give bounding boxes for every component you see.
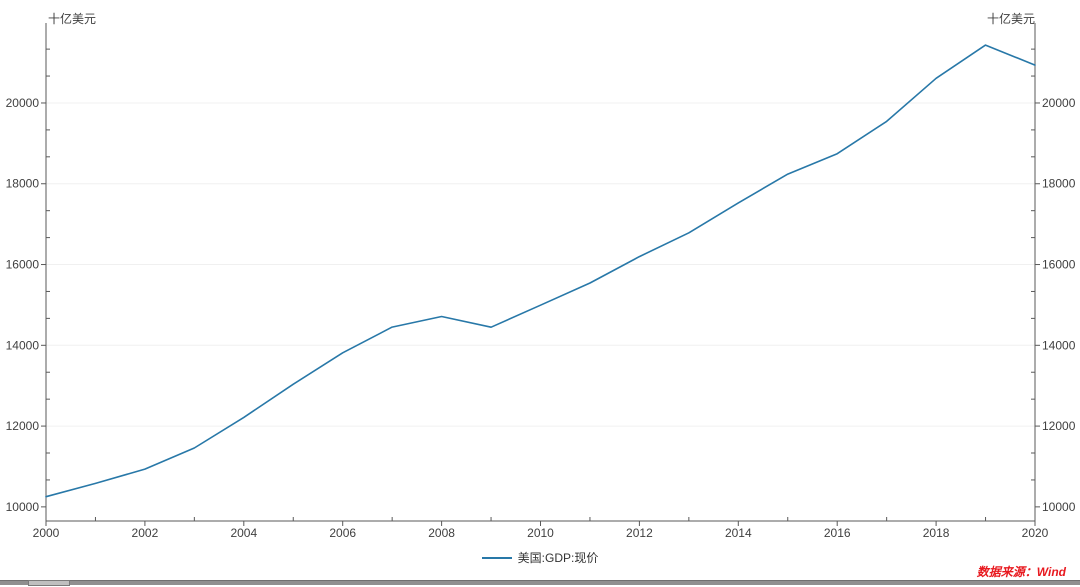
x-tick-label: 2000 (33, 526, 60, 540)
x-tick-label: 2014 (725, 526, 752, 540)
x-tick-label: 2012 (626, 526, 653, 540)
x-tick-label: 2008 (428, 526, 455, 540)
y-tick-label-right: 16000 (1042, 258, 1076, 272)
x-tick-label: 2018 (923, 526, 950, 540)
legend: 美国:GDP:现价 (0, 549, 1080, 566)
x-tick-label: 2006 (329, 526, 356, 540)
x-tick-label: 2010 (527, 526, 554, 540)
y-axis-unit-left: 十亿美元 (48, 12, 97, 26)
gdp-series-line (45, 44, 1036, 498)
y-tick-label-left: 20000 (6, 96, 40, 110)
y-axis-unit-right: 十亿美元 (986, 12, 1035, 26)
y-tick-label-left: 10000 (6, 500, 40, 514)
x-tick-label: 2016 (824, 526, 851, 540)
scrollbar-thumb[interactable] (28, 580, 70, 586)
bottom-scrollbar[interactable] (0, 580, 1080, 586)
y-tick-label-right: 18000 (1042, 177, 1076, 191)
y-tick-label-left: 12000 (6, 419, 40, 433)
y-tick-label-right: 10000 (1042, 500, 1076, 514)
y-tick-label-right: 14000 (1042, 338, 1076, 352)
x-tick-label: 2002 (132, 526, 159, 540)
data-source-note: 数据来源：Wind (976, 565, 1066, 579)
y-tick-label-left: 16000 (6, 258, 40, 272)
y-tick-label-right: 20000 (1042, 96, 1076, 110)
legend-line-swatch (481, 556, 512, 559)
y-tick-label-right: 12000 (1042, 419, 1076, 433)
x-tick-label: 2004 (230, 526, 257, 540)
y-tick-label-left: 18000 (6, 177, 40, 191)
legend-label: 美国:GDP:现价 (517, 551, 599, 565)
y-tick-label-left: 14000 (6, 338, 40, 352)
x-tick-label: 2020 (1022, 526, 1049, 540)
